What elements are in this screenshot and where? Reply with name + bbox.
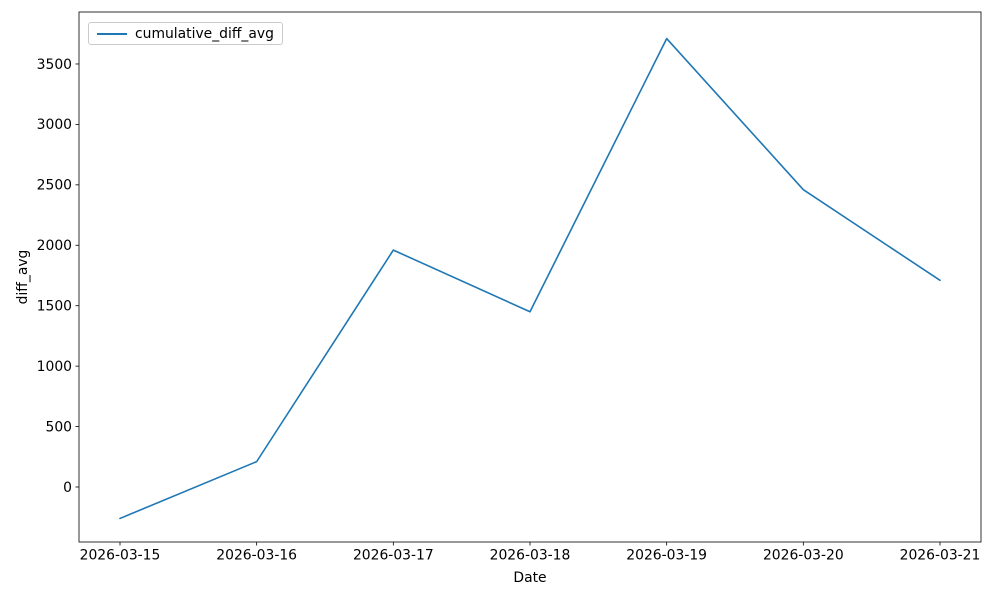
y-tick-label: 2000 [37, 238, 72, 254]
y-tick-label: 3500 [37, 57, 72, 73]
y-tick-label: 3000 [37, 117, 72, 133]
x-tick-label: 2026-03-15 [80, 548, 161, 564]
x-axis-label: Date [513, 570, 547, 586]
y-tick-label: 1500 [37, 299, 72, 315]
x-tick-label: 2026-03-20 [763, 548, 844, 564]
y-tick-label: 1000 [37, 359, 72, 375]
y-axis-label: diff_avg [15, 249, 31, 305]
y-tick-label: 2500 [37, 178, 72, 194]
x-tick-label: 2026-03-16 [216, 548, 297, 564]
legend-line-swatch [97, 32, 127, 35]
y-tick-label: 500 [45, 419, 72, 435]
x-tick-label: 2026-03-17 [353, 548, 434, 564]
x-tick-label: 2026-03-18 [490, 548, 571, 564]
x-tick-label: 2026-03-19 [626, 548, 707, 564]
legend: cumulative_diff_avg [88, 22, 283, 45]
x-tick-label: 2026-03-21 [900, 548, 981, 564]
axes-spines [78, 11, 982, 543]
legend-label: cumulative_diff_avg [135, 25, 274, 42]
series-line-cumulative_diff_avg [119, 37, 941, 520]
y-tick-label: 0 [63, 480, 72, 496]
